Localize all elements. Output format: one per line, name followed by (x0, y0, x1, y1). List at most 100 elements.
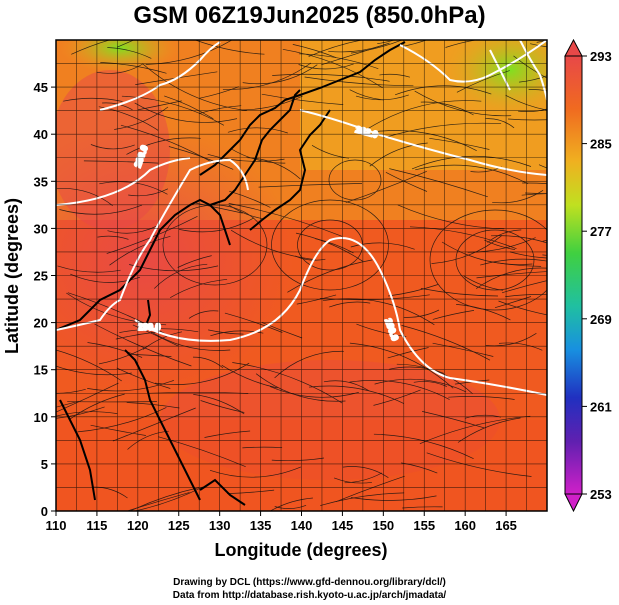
y-tick-label: 10 (34, 410, 48, 425)
streamline (448, 396, 515, 400)
x-tick-label: 120 (127, 518, 149, 533)
streamline (420, 288, 499, 297)
x-tick-label: 140 (291, 518, 313, 533)
streamline (272, 73, 390, 82)
x-tick-label: 125 (168, 518, 190, 533)
streamline (342, 466, 389, 478)
streamline (137, 100, 182, 111)
streamline (402, 506, 443, 509)
streamline (333, 477, 372, 484)
streamline (498, 300, 547, 316)
streamline (367, 100, 482, 129)
streamline (388, 284, 439, 297)
streamline (401, 462, 438, 474)
streamline (389, 366, 445, 374)
credit-data: Data from http://database.rish.kyoto-u.a… (172, 590, 447, 601)
streamline (204, 430, 251, 438)
streamline (56, 400, 79, 408)
streamline (56, 406, 105, 419)
x-axis-label: Longitude (degrees) (214, 540, 387, 560)
contour-label: 290.0 (138, 322, 161, 332)
lat-lon-grid (55, 39, 548, 512)
streamline (121, 95, 225, 126)
streamline (114, 106, 169, 130)
streamline (195, 40, 265, 55)
streamline (255, 373, 346, 402)
streamline (413, 381, 447, 387)
colorbar-min-arrow (564, 493, 583, 513)
streamline (480, 258, 547, 266)
streamline (100, 62, 167, 74)
streamline (432, 310, 475, 320)
streamline (476, 267, 547, 289)
streamline (350, 495, 437, 501)
y-axis: 0 5 10 15 20 25 30 35 40 45 (34, 80, 56, 519)
streamline (513, 55, 547, 79)
streamline (77, 407, 167, 433)
streamline (509, 251, 547, 259)
streamline (432, 342, 494, 357)
streamline (335, 475, 405, 503)
colorbar-tick-label: 277 (590, 224, 612, 239)
streamline (356, 323, 407, 337)
streamline (56, 188, 113, 206)
streamline (485, 333, 537, 347)
streamline (170, 278, 228, 299)
y-tick-label: 20 (34, 316, 48, 331)
streamline (507, 118, 547, 121)
streamline (96, 63, 143, 74)
streamline (119, 328, 199, 333)
streamline (403, 40, 428, 47)
streamline (487, 229, 522, 243)
streamline (242, 64, 318, 85)
streamline (344, 472, 383, 484)
x-tick-label: 135 (250, 518, 272, 533)
streamline (269, 497, 313, 511)
map-title: GSM 06Z19Jun2025 (850.0hPa) (133, 2, 486, 29)
streamline (94, 323, 192, 367)
streamline (350, 40, 403, 54)
streamline (136, 40, 140, 41)
streamline (505, 294, 547, 298)
wind-streamlines (56, 40, 547, 511)
streamline (484, 239, 516, 250)
streamline (329, 301, 371, 308)
streamline (142, 63, 247, 111)
y-tick-label: 5 (41, 457, 48, 472)
streamline (374, 378, 467, 393)
streamline (90, 424, 146, 436)
streamline (379, 73, 410, 78)
streamline (296, 294, 337, 305)
streamline (241, 95, 303, 111)
streamline (426, 452, 532, 477)
y-tick-label: 15 (34, 363, 48, 378)
streamline (115, 331, 157, 340)
y-tick-label: 40 (34, 127, 48, 142)
colorbar-max-arrow (564, 38, 583, 57)
streamline (536, 40, 547, 43)
streamline (411, 155, 532, 170)
streamline (349, 380, 450, 400)
streamline (59, 204, 143, 215)
streamline (419, 415, 531, 445)
streamline (261, 322, 303, 339)
streamline (369, 142, 428, 167)
streamline (409, 226, 517, 250)
streamline (269, 386, 359, 398)
streamline (445, 40, 478, 48)
streamline (56, 365, 132, 376)
streamline (401, 325, 491, 361)
streamline (271, 457, 325, 462)
streamline (120, 124, 215, 164)
x-tick-label: 110 (46, 518, 67, 533)
streamline (420, 101, 474, 116)
streamline (188, 310, 219, 319)
x-axis: 110 115 120 125 130 135 140 145 150 155 160 165 (46, 511, 517, 533)
x-tick-label: 155 (413, 518, 435, 533)
y-tick-label: 45 (34, 80, 48, 95)
colorbar-tick-label: 285 (590, 137, 612, 152)
streamline (56, 388, 86, 394)
streamline (456, 70, 510, 93)
y-tick-label: 25 (34, 269, 48, 284)
